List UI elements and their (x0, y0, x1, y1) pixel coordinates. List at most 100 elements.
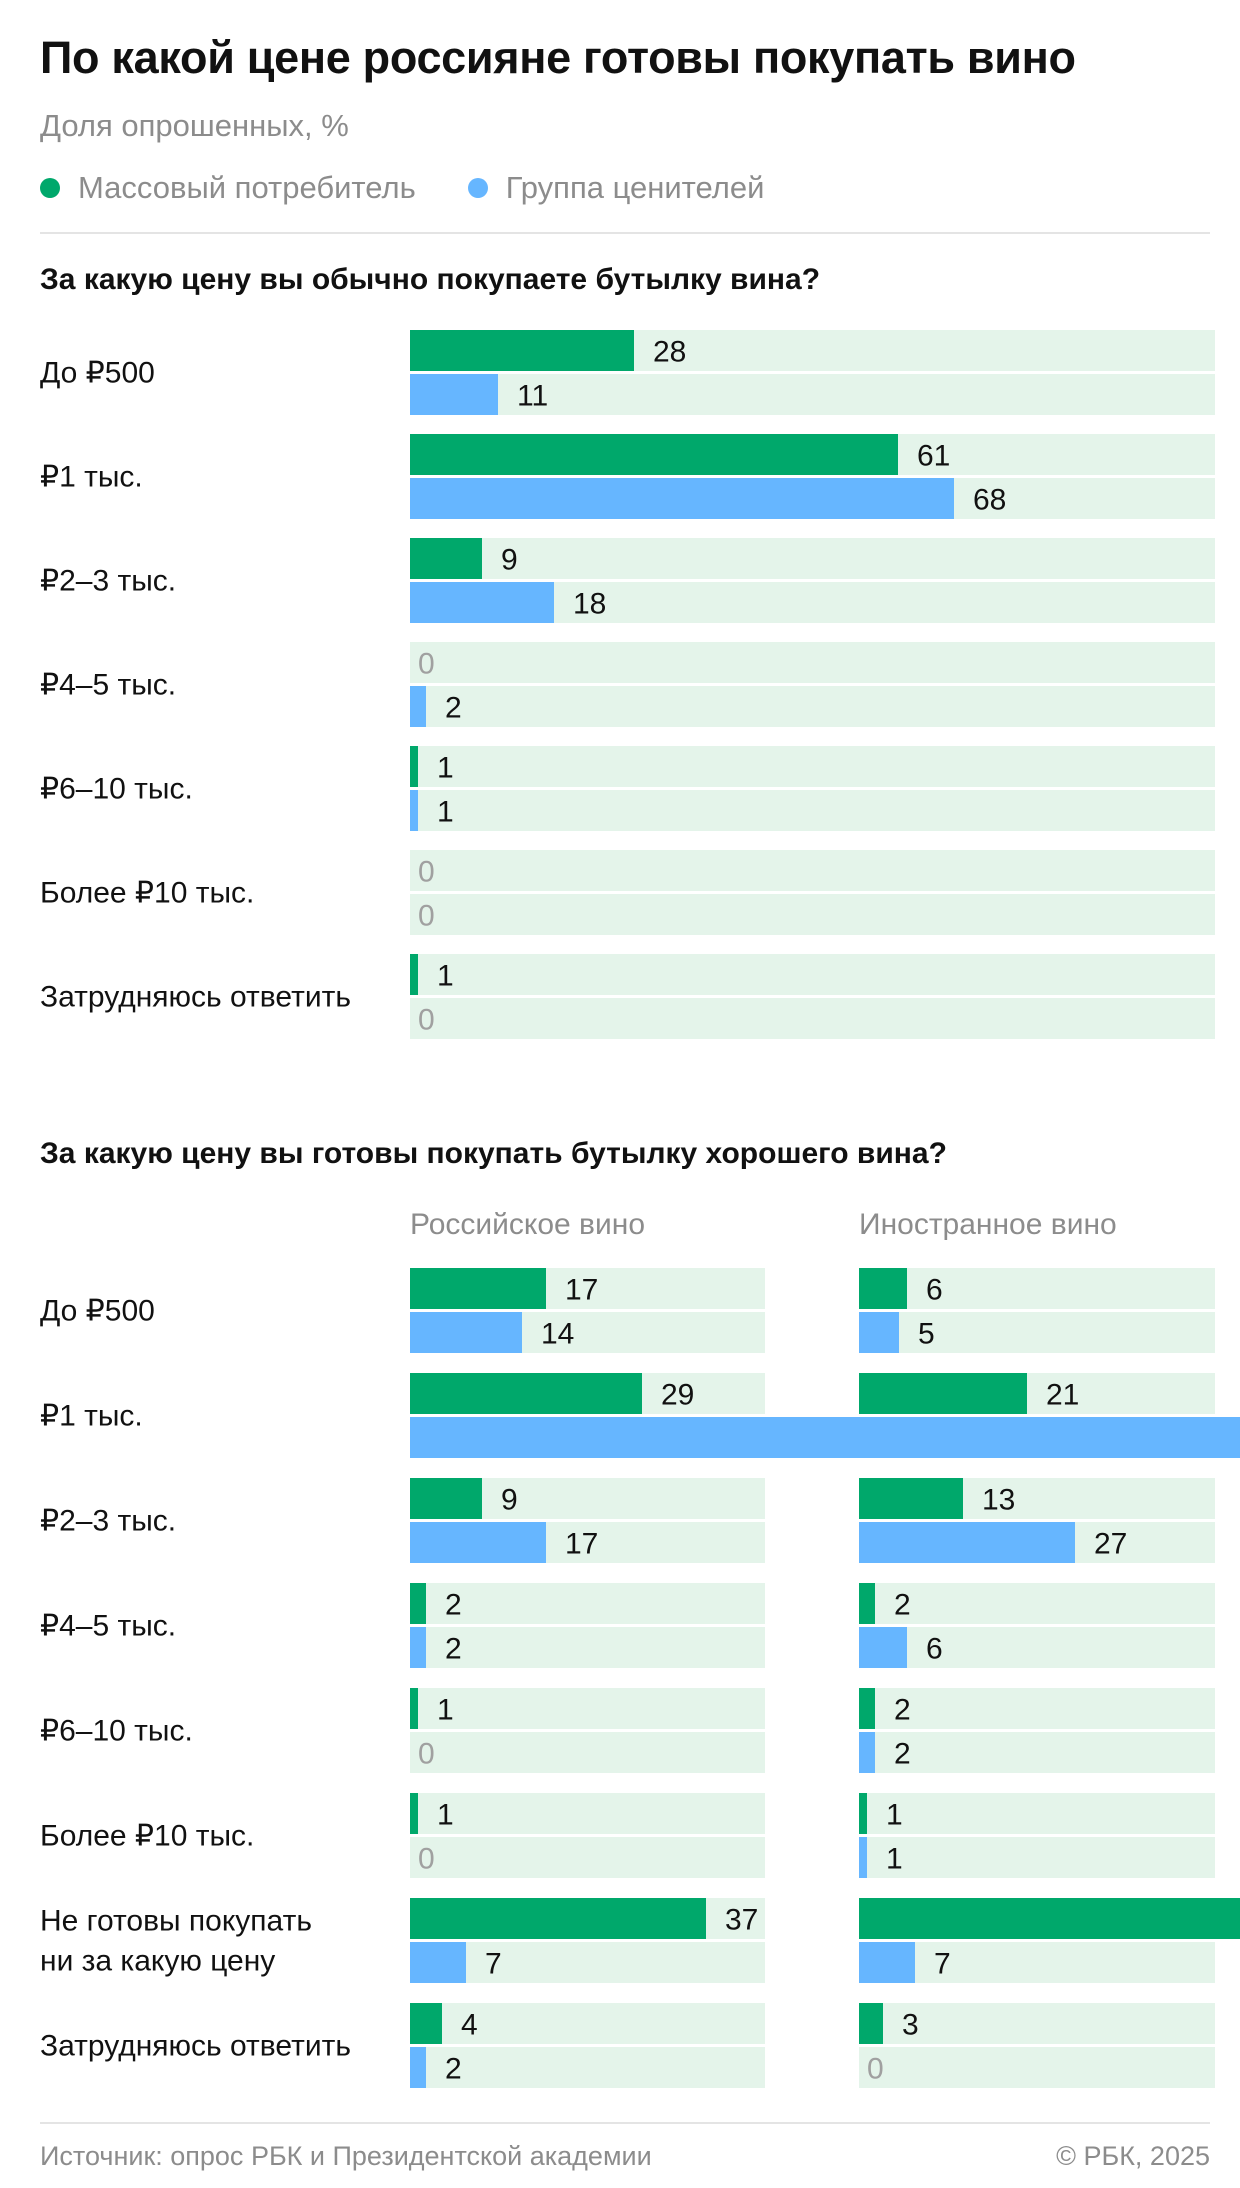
bar (859, 1373, 1027, 1414)
data-label: 37 (725, 1904, 758, 1937)
bar-track (859, 1312, 1215, 1353)
data-label: 3 (902, 2009, 919, 2042)
bar-track (410, 642, 1215, 683)
bar (410, 1312, 522, 1353)
source-note: Источник: опрос РБК и Президентской акад… (40, 2141, 652, 2171)
bar (859, 1627, 907, 1668)
bar-track (859, 2003, 1215, 2044)
bar (410, 686, 426, 727)
category-label: ₽6–10 тыс. (40, 1715, 193, 1748)
data-label: 9 (501, 544, 518, 577)
bar-track (410, 2047, 765, 2088)
bar-track (410, 954, 1215, 995)
data-label: 2 (445, 692, 462, 725)
bar-track (410, 538, 1215, 579)
category-label: До ₽500 (40, 1295, 155, 1328)
bar (410, 1942, 466, 1983)
category-label: ₽6–10 тыс. (40, 773, 193, 806)
bar (410, 1522, 546, 1563)
data-label: 29 (661, 1379, 694, 1412)
bar (859, 2003, 883, 2044)
data-label: 2 (445, 1633, 462, 1666)
bar-track (859, 2047, 1215, 2088)
bar (410, 1793, 418, 1834)
bar-track (859, 1627, 1215, 1668)
bar (410, 1417, 874, 1458)
data-label: 0 (418, 1843, 435, 1876)
category-label: Не готовы покупать ни за какую цену (40, 1905, 312, 1978)
data-label: 61 (917, 440, 950, 473)
data-label: 2 (445, 2053, 462, 2086)
data-label: 14 (541, 1318, 574, 1351)
data-label: 18 (573, 588, 606, 621)
category-label: ₽2–3 тыс. (40, 565, 176, 598)
bar (410, 1373, 642, 1414)
chart-subtitle: Доля опрошенных, % (40, 108, 349, 143)
data-label: 68 (973, 484, 1006, 517)
bar-track (410, 1583, 765, 1624)
bar (410, 746, 418, 787)
bar (410, 1898, 706, 1939)
bar-track (410, 746, 1215, 787)
bar (410, 478, 954, 519)
data-label: 1 (437, 1694, 454, 1727)
bar-track (410, 1688, 765, 1729)
bar-track (410, 686, 1215, 727)
data-label: 2 (894, 1694, 911, 1727)
bar (410, 2003, 442, 2044)
bar-track (859, 1583, 1215, 1624)
category-label: ₽1 тыс. (40, 461, 143, 494)
bar-track (410, 1837, 765, 1878)
data-label: 1 (886, 1799, 903, 1832)
bar (859, 1478, 963, 1519)
data-label: 2 (894, 1589, 911, 1622)
bar-track (859, 1837, 1215, 1878)
data-label: 1 (437, 796, 454, 829)
bar (410, 1627, 426, 1668)
data-label: 2 (894, 1738, 911, 1771)
data-label: 11 (517, 380, 548, 413)
bar (410, 434, 898, 475)
data-label: 1 (437, 960, 454, 993)
bar-track (859, 1268, 1215, 1309)
data-label: 1 (437, 752, 454, 785)
bar-track (859, 1688, 1215, 1729)
data-label: 0 (418, 900, 435, 933)
data-label: 0 (418, 856, 435, 889)
bar-track (859, 1732, 1215, 1773)
category-label: Более ₽10 тыс. (40, 1820, 254, 1853)
data-label: 0 (418, 1738, 435, 1771)
data-label: 1 (437, 1799, 454, 1832)
bar-track (410, 894, 1215, 935)
data-label: 0 (867, 2053, 884, 2086)
bar (859, 1417, 1240, 1458)
bar-track (410, 998, 1215, 1039)
bar (410, 538, 482, 579)
data-label: 6 (926, 1633, 943, 1666)
bar-track (859, 1942, 1215, 1983)
bar (859, 1583, 875, 1624)
bar (859, 1688, 875, 1729)
data-label: 17 (565, 1274, 598, 1307)
data-label: 17 (565, 1528, 598, 1561)
bar (410, 790, 418, 831)
bar-track (410, 790, 1215, 831)
copyright: © РБК, 2025 (1056, 2141, 1210, 2171)
section-2-heading: За какую цену вы готовы покупать бутылку… (40, 1137, 947, 1170)
bar (410, 330, 634, 371)
bar (859, 1522, 1075, 1563)
bar-track (410, 374, 1215, 415)
bar (410, 374, 498, 415)
data-label: 27 (1094, 1528, 1127, 1561)
data-label: 9 (501, 1484, 518, 1517)
category-label: Более ₽10 тыс. (40, 877, 254, 910)
category-label: До ₽500 (40, 357, 155, 390)
category-label: ₽1 тыс. (40, 1400, 143, 1433)
data-label: 28 (653, 336, 686, 369)
bar-track (410, 2003, 765, 2044)
data-label: 13 (982, 1484, 1015, 1517)
category-label: ₽2–3 тыс. (40, 1505, 176, 1538)
data-label: 6 (926, 1274, 943, 1307)
bar (859, 1898, 1240, 1939)
